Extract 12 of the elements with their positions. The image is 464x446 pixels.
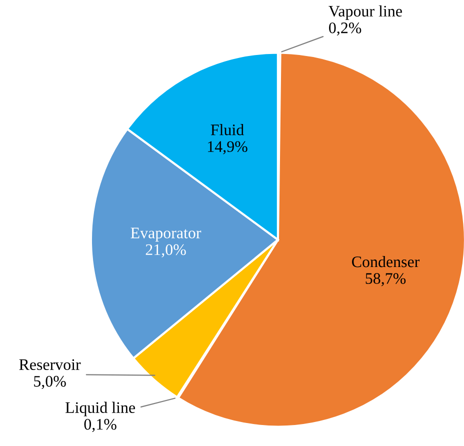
slice-label: Fluid <box>210 124 244 136</box>
slice-label: Condenser <box>352 256 420 268</box>
slice-label: Liquid line <box>65 402 136 416</box>
data-label: 21,0% <box>146 244 186 258</box>
data-label: 5,0% <box>34 376 66 390</box>
data-label: 14,9% <box>208 141 248 154</box>
data-label: 58,7% <box>366 273 406 286</box>
data-label: 0,1% <box>84 418 116 432</box>
data-label: 0,2% <box>329 22 362 36</box>
slice-label: Reservoir <box>19 359 81 370</box>
slice-label: Evaporator <box>130 228 202 242</box>
slice-label: Vapour line <box>328 5 402 20</box>
